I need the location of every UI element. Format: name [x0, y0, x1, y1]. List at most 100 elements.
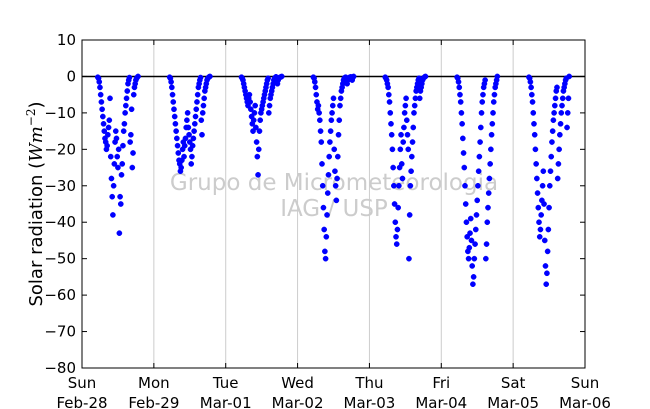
- data-point: [490, 99, 497, 105]
- data-point: [117, 201, 124, 207]
- data-point: [459, 135, 466, 142]
- data-point: [459, 120, 465, 127]
- x-tick-label-day: Fri: [432, 374, 450, 392]
- data-point: [313, 91, 320, 98]
- data-point: [169, 91, 176, 98]
- data-point: [324, 190, 331, 196]
- data-point: [559, 95, 566, 102]
- data-point: [411, 102, 418, 109]
- data-point: [544, 248, 551, 255]
- y-tick-label: −20: [44, 140, 76, 158]
- y-tick-label: −60: [44, 286, 76, 304]
- y-tick-label: −30: [44, 177, 76, 195]
- data-point: [457, 99, 464, 105]
- data-point: [178, 164, 185, 171]
- data-point: [461, 164, 468, 171]
- data-point: [124, 88, 131, 94]
- y-tick-label: −50: [44, 250, 76, 268]
- data-point: [265, 75, 271, 82]
- data-point: [408, 153, 415, 160]
- y-tick-label: −70: [44, 323, 76, 341]
- data-point: [329, 102, 336, 109]
- data-point: [317, 128, 324, 134]
- data-point: [252, 102, 259, 109]
- data-point: [135, 73, 141, 80]
- data-point: [489, 120, 496, 127]
- data-point: [532, 146, 539, 153]
- data-point: [122, 102, 129, 109]
- data-point: [128, 131, 134, 138]
- data-point: [171, 106, 177, 113]
- data-point: [463, 219, 470, 226]
- data-point: [409, 139, 416, 145]
- data-point: [311, 79, 318, 85]
- data-point: [531, 120, 537, 127]
- data-point: [255, 171, 261, 178]
- data-point: [322, 248, 328, 255]
- data-point: [554, 175, 561, 182]
- data-point: [331, 146, 338, 153]
- data-point: [388, 131, 395, 138]
- data-point: [198, 117, 205, 124]
- data-point: [248, 106, 254, 113]
- data-point: [197, 74, 204, 81]
- data-point: [477, 124, 484, 131]
- data-point: [388, 120, 394, 127]
- data-point: [484, 219, 491, 226]
- data-point: [468, 237, 475, 244]
- data-point: [462, 182, 468, 189]
- data-point: [475, 182, 481, 189]
- data-point: [537, 226, 544, 233]
- data-point: [190, 135, 197, 142]
- y-axis-label: Solar radiation (Wm−2): [24, 101, 47, 306]
- data-point: [110, 212, 116, 218]
- y-axis-ticks: 10 0 −10 −20 −30 −40 −50 −60 −70 −80: [44, 31, 585, 377]
- data-point: [479, 99, 486, 105]
- y-tick-label: −40: [44, 213, 76, 231]
- data-point: [98, 99, 105, 105]
- data-point: [458, 110, 465, 116]
- data-point: [327, 139, 333, 145]
- data-point: [535, 204, 542, 211]
- data-point: [200, 102, 207, 109]
- data-point: [97, 84, 103, 91]
- data-point: [181, 142, 188, 149]
- data-point: [557, 131, 563, 138]
- data-point: [172, 120, 179, 127]
- data-point: [255, 146, 262, 153]
- data-point: [181, 153, 187, 160]
- data-point: [402, 102, 409, 109]
- data-point: [109, 193, 116, 200]
- data-point: [115, 146, 122, 153]
- data-point: [482, 255, 489, 262]
- data-point: [400, 139, 407, 145]
- data-point: [101, 128, 108, 134]
- data-point: [130, 150, 136, 156]
- data-point: [330, 95, 337, 102]
- data-point: [186, 131, 192, 138]
- data-point: [476, 153, 483, 160]
- data-point: [544, 270, 550, 277]
- data-point: [192, 113, 199, 120]
- data-point: [315, 102, 322, 109]
- data-point: [120, 128, 127, 134]
- data-point: [184, 110, 191, 116]
- watermark: Grupo de Micrometeorologia IAG / USP: [170, 170, 498, 222]
- data-point: [171, 113, 178, 120]
- data-point: [408, 168, 414, 175]
- data-point: [201, 95, 208, 102]
- data-point: [457, 91, 463, 98]
- data-point: [112, 128, 119, 134]
- data-point: [552, 95, 559, 102]
- data-point: [329, 110, 335, 116]
- data-point: [564, 110, 571, 116]
- data-point: [116, 230, 123, 237]
- data-point: [118, 171, 125, 178]
- data-point: [317, 117, 323, 124]
- data-point: [325, 171, 332, 178]
- data-point: [120, 142, 126, 149]
- data-point: [320, 204, 327, 211]
- data-point: [123, 95, 130, 102]
- data-point: [326, 153, 333, 160]
- data-point: [333, 197, 340, 204]
